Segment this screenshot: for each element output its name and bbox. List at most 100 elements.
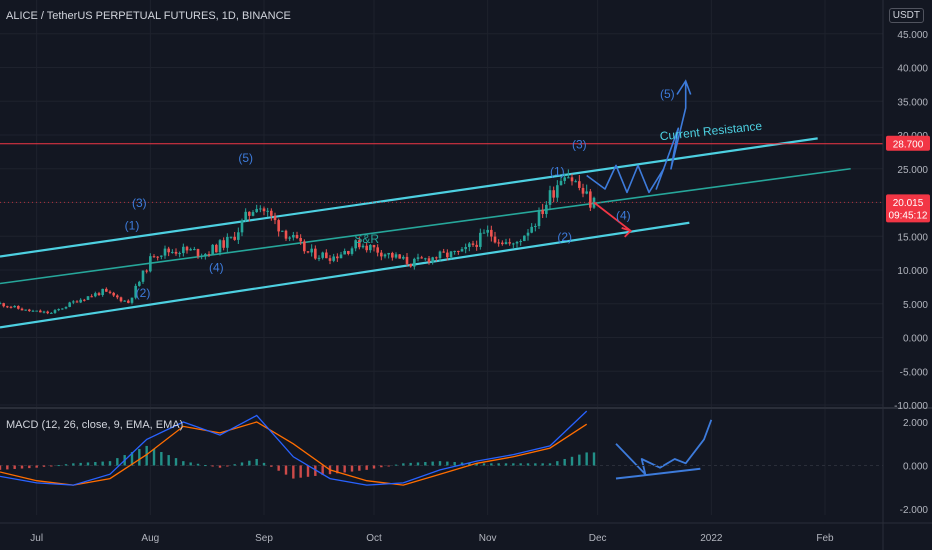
candle-body	[178, 253, 181, 255]
candle-body	[53, 310, 57, 313]
candle-body	[299, 238, 302, 242]
candle-body	[86, 296, 90, 300]
candle-body	[504, 242, 508, 245]
candle-body	[222, 240, 225, 248]
wave-projection	[586, 81, 687, 194]
macd-histogram-bar	[270, 465, 273, 467]
candle-body	[42, 311, 46, 313]
candle-body	[394, 254, 398, 258]
price-tick-label: -5.000	[900, 367, 929, 378]
candle-body	[215, 244, 218, 253]
macd-histogram-bar	[299, 465, 302, 478]
candle-body	[380, 252, 383, 257]
candle-body	[127, 300, 130, 303]
candle-body	[493, 236, 497, 243]
macd-title: MACD (12, 26, close, 9, EMA, EMA)	[6, 419, 184, 431]
macd-histogram-bar	[453, 462, 456, 466]
candle-body	[314, 248, 317, 259]
signal-line	[0, 421, 588, 486]
candle-body	[526, 232, 530, 236]
macd-histogram-bar	[101, 461, 104, 466]
macd-histogram-bar	[292, 465, 295, 479]
wave-count-label: (2)	[136, 286, 151, 300]
macd-histogram-bar	[50, 465, 53, 467]
macd-histogram-bar	[108, 461, 112, 466]
candle-body	[193, 249, 196, 251]
candle-body	[119, 297, 123, 302]
currency-unit[interactable]: USDT	[888, 8, 924, 23]
candle-body	[17, 305, 20, 309]
candle-body	[556, 185, 559, 198]
candle-body	[475, 244, 478, 247]
candle-body	[79, 299, 82, 303]
candle-body	[163, 248, 167, 256]
candle-body	[266, 210, 269, 212]
macd-histogram-bar	[211, 465, 214, 467]
macd-histogram-bar	[475, 463, 478, 466]
candle-body	[420, 257, 423, 259]
macd-histogram-bar	[6, 465, 9, 470]
macd-histogram-bar	[541, 463, 544, 466]
macd-histogram-bar	[160, 452, 163, 466]
candle-body	[218, 240, 222, 253]
candle-body	[325, 252, 328, 259]
candle-body	[251, 212, 255, 216]
candle-body	[435, 257, 438, 259]
candle-body	[347, 250, 350, 254]
candle-body	[61, 308, 64, 310]
candle-body	[229, 236, 233, 238]
candle-body	[468, 243, 471, 247]
candle-body	[259, 208, 262, 210]
macd-histogram-bar	[94, 462, 97, 466]
wave-count-label: (3)	[572, 138, 587, 152]
candle-body	[185, 246, 189, 251]
macd-histogram-bar	[233, 464, 236, 466]
candle-body	[416, 257, 420, 259]
macd-histogram-bar	[512, 463, 515, 466]
candle-body	[244, 211, 247, 221]
macd-histogram-bar	[548, 463, 552, 466]
candle-body	[226, 236, 229, 248]
macd-tick-label: -2.000	[900, 505, 929, 516]
macd-histogram-bar	[372, 465, 376, 469]
wave-count-label: (5)	[238, 151, 253, 165]
macd-histogram-bar	[72, 463, 75, 466]
price-tick-label: 40.000	[897, 64, 928, 75]
macd-histogram-bar	[431, 461, 434, 466]
macd-histogram-bar	[86, 462, 90, 466]
candle-body	[343, 250, 346, 255]
candle-body	[453, 250, 456, 252]
macd-histogram-bar	[519, 463, 522, 466]
candle-body	[365, 245, 368, 251]
macd-histogram-bar	[416, 462, 420, 466]
macd-histogram-bar	[189, 462, 192, 466]
macd-histogram-bar	[306, 465, 310, 477]
candle-body	[50, 312, 53, 314]
time-tick-label: Oct	[366, 533, 382, 544]
macd-histogram-bar	[262, 462, 266, 466]
macd-histogram-bar	[314, 465, 317, 476]
candle-body	[585, 191, 588, 194]
time-tick-label: Feb	[816, 533, 834, 544]
candle-body	[332, 256, 335, 261]
macd-histogram-bar	[336, 465, 339, 474]
candle-body	[501, 242, 504, 245]
time-tick-label: 2022	[700, 533, 723, 544]
wave-count-label: (4)	[616, 208, 631, 222]
macd-histogram-bar	[380, 465, 383, 468]
macd-wave-drawing	[615, 419, 713, 476]
candle-body	[303, 241, 306, 252]
macd-histogram-bar	[387, 465, 390, 467]
candle-body	[156, 256, 159, 258]
candle-body	[167, 248, 170, 253]
macd-histogram-bar	[240, 462, 244, 466]
candle-body	[68, 302, 71, 307]
channel-middle-line	[0, 167, 851, 285]
resistance-badge-text: 28.700	[893, 139, 924, 150]
price-tick-label: 35.000	[897, 97, 928, 108]
macd-histogram-bar	[490, 463, 493, 466]
candle-body	[563, 177, 566, 181]
candle-body	[427, 258, 431, 263]
